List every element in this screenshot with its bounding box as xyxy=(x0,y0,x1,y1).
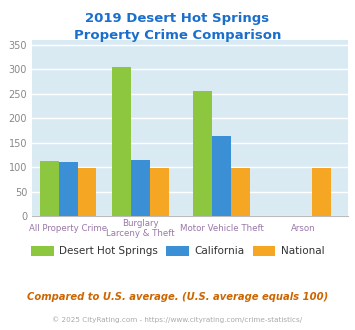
Text: 2019 Desert Hot Springs
Property Crime Comparison: 2019 Desert Hot Springs Property Crime C… xyxy=(74,12,281,42)
Bar xyxy=(231,168,250,216)
Text: Arson: Arson xyxy=(290,224,315,233)
Bar xyxy=(212,136,231,216)
Text: © 2025 CityRating.com - https://www.cityrating.com/crime-statistics/: © 2025 CityRating.com - https://www.city… xyxy=(53,316,302,323)
Bar xyxy=(131,160,150,216)
Bar xyxy=(40,161,59,216)
Text: Larceny & Theft: Larceny & Theft xyxy=(106,229,175,238)
Bar xyxy=(193,91,212,216)
Text: Compared to U.S. average. (U.S. average equals 100): Compared to U.S. average. (U.S. average … xyxy=(27,292,328,302)
Bar xyxy=(59,162,77,216)
Bar xyxy=(312,168,331,216)
Text: All Property Crime: All Property Crime xyxy=(29,224,107,233)
Text: Motor Vehicle Theft: Motor Vehicle Theft xyxy=(180,224,263,233)
Bar xyxy=(150,168,169,216)
Legend: Desert Hot Springs, California, National: Desert Hot Springs, California, National xyxy=(27,242,328,260)
Bar xyxy=(112,67,131,216)
Bar xyxy=(77,168,97,216)
Text: Burglary: Burglary xyxy=(122,219,159,228)
